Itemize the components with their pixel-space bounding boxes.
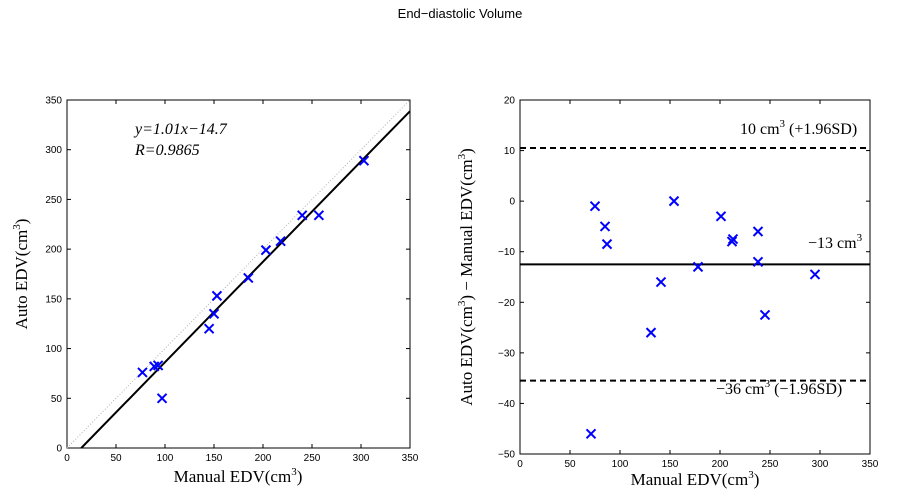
right-y-tick-label: 10 (504, 146, 516, 157)
left-data-point (313, 210, 325, 221)
right-lower-limit-label: −36 cm3 (−1.96SD) (716, 378, 842, 398)
left-y-tick-label: 100 (45, 344, 62, 355)
right-upper-limit-label: 10 cm3 (+1.96SD) (740, 118, 857, 138)
right-data-point (715, 211, 727, 222)
left-data-point (203, 323, 215, 334)
left-annotation-r: R=0.9865 (134, 142, 200, 159)
left-y-tick-label: 200 (45, 245, 62, 256)
right-x-tick-label: 50 (564, 459, 576, 470)
right-data-points (585, 195, 821, 439)
left-data-point (152, 360, 164, 371)
right-x-tick-label: 0 (517, 459, 523, 470)
left-y-tick-label: 150 (45, 294, 62, 305)
right-x-tick-label: 150 (662, 459, 679, 470)
left-x-tick-label: 350 (402, 453, 419, 464)
left-data-point (358, 155, 370, 166)
left-annotation-equation: y=1.01x−14.7 (133, 121, 228, 138)
right-data-point (668, 195, 680, 207)
left-chart: 0 50 100 150 200 250 300 350 0 50 100 150 200 250 300 3… (11, 96, 419, 487)
right-data-point (752, 226, 764, 237)
left-x-tick-label: 200 (255, 453, 272, 464)
left-x-tick-label: 50 (110, 453, 122, 464)
left-data-point (156, 393, 168, 404)
left-data-point (296, 210, 308, 221)
right-axis-ticks: 0 50 100 150 200 250 300 350 −50 −40 −30 −20 −10 0 10 2… (498, 96, 879, 471)
left-data-point (208, 308, 220, 319)
left-data-point (260, 244, 272, 256)
right-data-point (585, 428, 597, 439)
right-data-point (759, 309, 771, 321)
right-x-tick-label: 300 (812, 459, 829, 470)
right-x-tick-label: 100 (612, 459, 629, 470)
left-data-point (137, 367, 148, 378)
left-data-point (243, 272, 254, 284)
left-data-points (137, 155, 370, 404)
identity-line (66, 99, 411, 449)
left-axis-ticks: 0 50 100 150 200 250 300 350 0 50 100 150 200 250 300 3… (45, 96, 418, 465)
right-data-point (809, 269, 821, 280)
left-y-tick-label: 250 (45, 195, 62, 206)
right-data-point (726, 236, 738, 247)
right-data-point (599, 221, 611, 232)
left-y-tick-label: 50 (51, 394, 63, 405)
right-y-tick-label: 0 (509, 197, 515, 208)
right-y-tick-label: −40 (498, 399, 515, 410)
right-chart: 0 50 100 150 200 250 300 350 −50 −40 −30 −20 −10 0 10 2… (456, 96, 879, 490)
right-y-tick-label: 20 (504, 96, 516, 107)
left-y-tick-label: 350 (45, 96, 62, 107)
left-x-tick-label: 100 (157, 453, 174, 464)
left-x-tick-label: 0 (64, 453, 70, 464)
right-mean-label: −13 cm3 (808, 232, 863, 252)
right-data-point (655, 276, 667, 288)
right-y-tick-label: −20 (498, 298, 515, 309)
right-x-tick-label: 200 (712, 459, 729, 470)
left-y-tick-label: 300 (45, 145, 62, 156)
right-y-tick-label: −30 (498, 348, 515, 359)
right-data-point (601, 238, 613, 250)
right-y-tick-label: −50 (498, 450, 515, 461)
figure-title: End−diastolic Volume (398, 6, 523, 21)
right-data-point (589, 200, 601, 212)
left-x-axis-label: Manual EDV(cm3) (174, 466, 303, 486)
left-x-tick-label: 150 (206, 453, 223, 464)
right-x-axis-label: Manual EDV(cm3) (631, 469, 760, 489)
left-y-tick-label: 0 (56, 444, 62, 455)
right-data-point (752, 256, 764, 268)
right-data-point (727, 233, 739, 245)
left-data-point (211, 290, 223, 302)
left-y-axis-label: Auto EDV(cm3) (11, 219, 31, 330)
right-x-tick-label: 350 (862, 459, 879, 470)
right-data-point (645, 327, 657, 338)
left-x-tick-label: 300 (353, 453, 370, 464)
left-data-point (275, 235, 286, 247)
right-x-tick-label: 250 (762, 459, 779, 470)
left-x-tick-label: 250 (304, 453, 321, 464)
right-y-axis-label: Auto EDV(cm3) − Manual EDV(cm3) (456, 148, 476, 406)
right-data-point (692, 261, 704, 273)
right-y-tick-label: −10 (498, 247, 515, 258)
